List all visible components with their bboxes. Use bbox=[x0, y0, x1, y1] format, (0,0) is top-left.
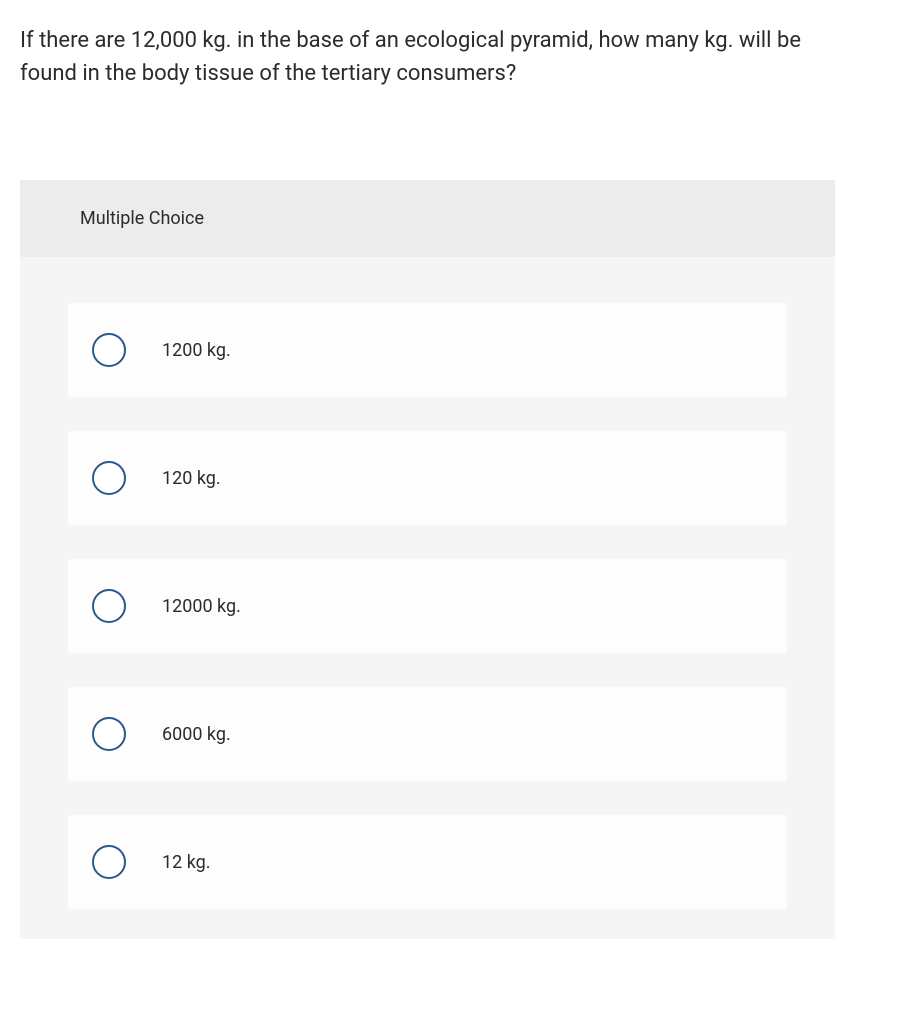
options-list: 1200 kg. 120 kg. 12000 kg. 6000 kg. 12 k… bbox=[20, 257, 835, 909]
option-0[interactable]: 1200 kg. bbox=[68, 303, 787, 397]
radio-icon[interactable] bbox=[92, 717, 126, 751]
option-3[interactable]: 6000 kg. bbox=[68, 687, 787, 781]
radio-icon[interactable] bbox=[92, 845, 126, 879]
option-1[interactable]: 120 kg. bbox=[68, 431, 787, 525]
option-2[interactable]: 12000 kg. bbox=[68, 559, 787, 653]
option-label: 12 kg. bbox=[162, 852, 211, 873]
multiple-choice-header: Multiple Choice bbox=[20, 180, 835, 257]
option-label: 120 kg. bbox=[162, 468, 221, 489]
question-text: If there are 12,000 kg. in the base of a… bbox=[20, 24, 820, 90]
radio-icon[interactable] bbox=[92, 461, 126, 495]
option-label: 1200 kg. bbox=[162, 340, 231, 361]
option-label: 12000 kg. bbox=[162, 596, 241, 617]
option-label: 6000 kg. bbox=[162, 724, 231, 745]
multiple-choice-panel: Multiple Choice 1200 kg. 120 kg. 12000 k… bbox=[20, 180, 835, 939]
option-4[interactable]: 12 kg. bbox=[68, 815, 787, 909]
radio-icon[interactable] bbox=[92, 589, 126, 623]
radio-icon[interactable] bbox=[92, 333, 126, 367]
question-page: If there are 12,000 kg. in the base of a… bbox=[0, 0, 903, 939]
